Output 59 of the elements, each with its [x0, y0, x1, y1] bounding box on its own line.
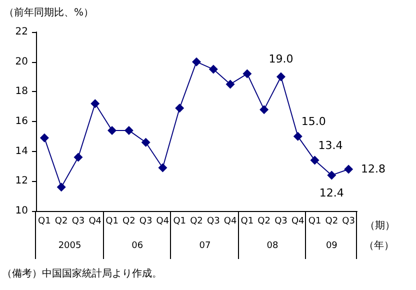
point — [124, 126, 134, 135]
x-tick-label: Q1 — [106, 216, 118, 226]
y-tick-label: 14 — [15, 146, 28, 157]
x-tick-label: Q3 — [342, 216, 355, 226]
point — [108, 126, 117, 135]
x-tick-label: Q1 — [240, 216, 254, 226]
data-label: 12.4 — [319, 186, 344, 200]
point — [192, 57, 201, 66]
point — [90, 99, 100, 108]
y-tick-label: 12 — [15, 176, 28, 187]
y-tick-label: 22 — [15, 26, 28, 38]
point — [56, 182, 66, 192]
point — [310, 156, 320, 165]
x-tick-label: Q2 — [190, 216, 203, 226]
x-tick-label: Q2 — [122, 216, 136, 226]
y-tick-label: 18 — [15, 86, 28, 98]
point — [293, 132, 302, 141]
data-label: 15.0 — [301, 114, 326, 128]
y-tick-label: 16 — [15, 116, 28, 127]
point — [226, 80, 235, 89]
x-tick-label: Q2 — [54, 216, 68, 226]
point — [74, 152, 83, 162]
y-tick-label: 10 — [15, 206, 28, 216]
x-tick-label: Q4 — [291, 216, 305, 226]
text: 2005 — [58, 241, 82, 251]
x-tick-label: Q4 — [156, 216, 170, 226]
x-tick-label: Q1 — [173, 216, 186, 226]
point — [175, 104, 184, 113]
x-tick-label: Q4 — [224, 216, 237, 226]
point — [158, 163, 168, 172]
x-tick-label: Q4 — [88, 216, 102, 226]
data-label: 13.4 — [318, 138, 343, 152]
x-tick-label: Q3 — [206, 216, 220, 226]
x-tick-label: Q3 — [139, 216, 152, 226]
y-axis-title: （前年同期比、%） — [4, 6, 94, 18]
point — [208, 64, 218, 74]
point — [344, 164, 354, 174]
x-axis-title: （期） — [365, 220, 395, 232]
text: （備考）中国国家統計局より作成。 — [2, 268, 162, 280]
x-tick-label: Q3 — [274, 216, 288, 226]
data-label: 19.0 — [268, 52, 294, 66]
x-tick-label: Q2 — [325, 216, 338, 226]
text: 07 — [199, 241, 211, 251]
x-tick-label: Q1 — [38, 216, 51, 226]
data-label: 12.8 — [361, 162, 386, 176]
text: 09 — [326, 241, 338, 251]
point — [40, 133, 49, 142]
x-tick-label: Q1 — [308, 216, 322, 226]
point — [276, 72, 286, 82]
y-tick-label: 20 — [15, 56, 28, 68]
point — [327, 170, 336, 180]
x-tick-label: Q3 — [72, 216, 85, 226]
point — [260, 105, 269, 114]
text: 08 — [266, 241, 279, 251]
text: （年） — [364, 240, 394, 252]
text: 06 — [132, 241, 144, 251]
x-tick-label: Q2 — [258, 216, 270, 226]
point — [141, 138, 150, 147]
point — [242, 69, 252, 78]
